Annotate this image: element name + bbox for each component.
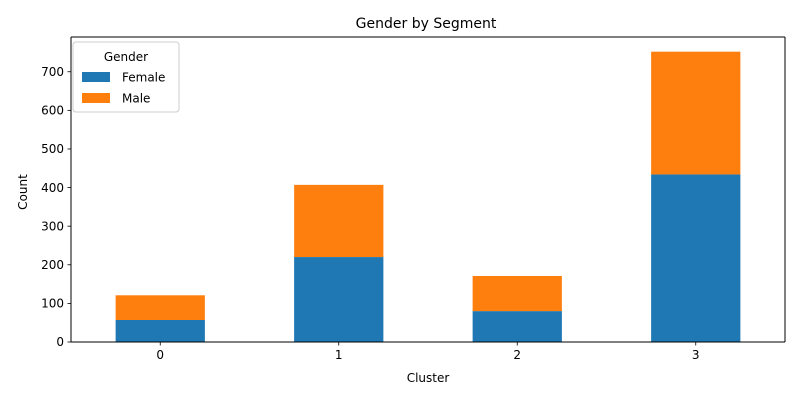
bar-male-cluster-3	[651, 51, 741, 175]
legend-title: Gender	[104, 50, 148, 64]
bar-male-cluster-1	[294, 184, 384, 258]
x-axis-title: Cluster	[407, 371, 450, 385]
y-tick-label: 400	[41, 181, 64, 195]
y-tick-label: 600	[41, 104, 64, 118]
y-tick-label: 700	[41, 65, 64, 79]
bar-female-cluster-2	[472, 311, 562, 342]
x-tick-label: 3	[692, 348, 700, 362]
y-tick-label: 300	[41, 219, 64, 233]
bar-female-cluster-3	[651, 174, 741, 342]
bar-male-cluster-0	[115, 295, 205, 320]
legend-items: Female Male	[82, 71, 165, 106]
x-tick-label: 0	[156, 348, 164, 362]
y-tick-label: 200	[41, 258, 64, 272]
legend-label-female: Female	[122, 71, 165, 85]
bars-layer	[115, 51, 741, 342]
bar-female-cluster-1	[294, 257, 384, 342]
legend: Gender Female Male	[72, 41, 180, 113]
legend-label-male: Male	[122, 92, 150, 106]
x-tick-label: 1	[335, 348, 343, 362]
x-tick-label: 2	[513, 348, 521, 362]
y-tick-label: 500	[41, 142, 64, 156]
y-tick-label: 100	[41, 297, 64, 311]
axes-layer: 0 100 200 300 400 500 600 700 0 1 2 3	[41, 36, 786, 362]
y-axis-title: Count	[16, 174, 30, 210]
legend-swatch-female	[82, 72, 110, 82]
y-tick-label: 0	[56, 335, 64, 349]
legend-swatch-male	[82, 93, 110, 103]
bar-male-cluster-2	[472, 275, 562, 312]
bar-female-cluster-0	[115, 319, 205, 342]
chart-title: Gender by Segment	[356, 16, 497, 32]
